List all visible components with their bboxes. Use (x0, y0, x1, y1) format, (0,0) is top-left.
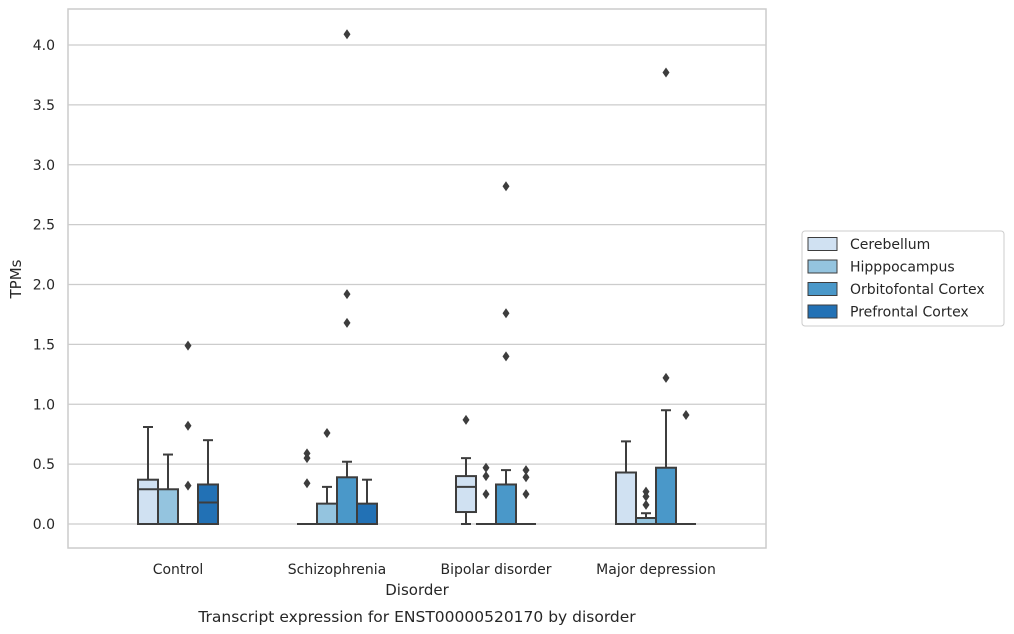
legend-label: Prefrontal Cortex (850, 305, 969, 321)
box (615, 471, 637, 526)
x-tick-label: Schizophrenia (288, 562, 386, 578)
plot-frame (67, 8, 767, 549)
y-tick-label: 2.5 (33, 218, 55, 234)
box-group (615, 440, 637, 526)
x-tick-label: Major depression (596, 562, 716, 578)
chart-caption: Transcript expression for ENST0000052017… (197, 608, 636, 626)
legend-swatch (807, 304, 838, 319)
y-tick-label: 2.0 (33, 278, 55, 294)
legend-label: Hipppocampus (850, 260, 955, 276)
x-tick-labels: Control Schizophrenia Bipolar disorder Majo… (153, 562, 716, 578)
box-group (495, 181, 517, 526)
outlier-point (482, 489, 490, 500)
outlier-point (522, 465, 530, 476)
outlier-point (482, 471, 490, 482)
box (655, 466, 677, 525)
outlier-point (662, 67, 670, 78)
box (495, 483, 517, 526)
y-axis-label: TPMs (7, 259, 25, 299)
outlier-point (323, 427, 331, 438)
outlier-point (642, 491, 650, 502)
box-group (157, 453, 179, 525)
box (455, 475, 477, 514)
box-layer (137, 29, 696, 526)
y-tick-label: 4.0 (33, 38, 55, 54)
y-tick-labels: 0.0 0.5 1.0 1.5 2.0 2.5 3.0 3.5 4.0 (33, 38, 55, 533)
box-group (178, 340, 198, 525)
outlier-point (184, 420, 192, 431)
outlier-point (522, 472, 530, 483)
box-group (455, 414, 477, 525)
outlier-point (522, 489, 530, 500)
legend-swatch (807, 237, 838, 251)
box (137, 478, 159, 526)
outlier-point (482, 462, 490, 473)
outlier-point (184, 480, 192, 491)
x-axis-label: Disorder (385, 581, 449, 599)
box-group (336, 29, 358, 525)
box (356, 502, 378, 525)
outlier-point (642, 499, 650, 510)
outlier-point (184, 340, 192, 351)
box-group (356, 478, 378, 525)
y-tick-label: 3.0 (33, 158, 55, 174)
box-group (476, 462, 496, 525)
outlier-point (502, 308, 510, 319)
outlier-point (682, 410, 690, 421)
outlier-point (502, 351, 510, 362)
box-group (676, 410, 696, 525)
outlier-point (343, 289, 351, 300)
box-group (297, 448, 317, 525)
legend-swatch (807, 259, 838, 274)
box (157, 488, 179, 525)
x-tick-label: Bipolar disorder (440, 562, 551, 578)
outlier-point (303, 453, 311, 464)
legend-label: Orbitofontal Cortex (850, 282, 985, 298)
outlier-point (343, 29, 351, 40)
legend-items: Cerebellum Hipppocampus Orbitofontal Corte… (807, 237, 985, 321)
x-tick-label: Control (153, 562, 204, 578)
box-group (655, 67, 677, 525)
legend-label: Cerebellum (850, 237, 930, 253)
box-group (516, 465, 536, 525)
box (336, 476, 358, 525)
outlier-point (303, 478, 311, 489)
box-group (197, 439, 219, 526)
y-tick-label: 1.0 (33, 397, 55, 413)
y-tick-label: 0.5 (33, 457, 55, 473)
outlier-point (462, 414, 470, 425)
legend-frame (801, 230, 1005, 327)
y-tick-label: 1.5 (33, 337, 55, 353)
box (316, 502, 338, 525)
y-tick-label: 3.5 (33, 98, 55, 114)
outlier-point (343, 317, 351, 328)
legend-swatch (807, 282, 838, 296)
y-tick-label: 0.0 (33, 517, 55, 533)
outlier-point (502, 181, 510, 192)
box (197, 483, 219, 526)
legend: Cerebellum Hipppocampus Orbitofontal Corte… (801, 230, 1005, 327)
outlier-point (662, 372, 670, 383)
